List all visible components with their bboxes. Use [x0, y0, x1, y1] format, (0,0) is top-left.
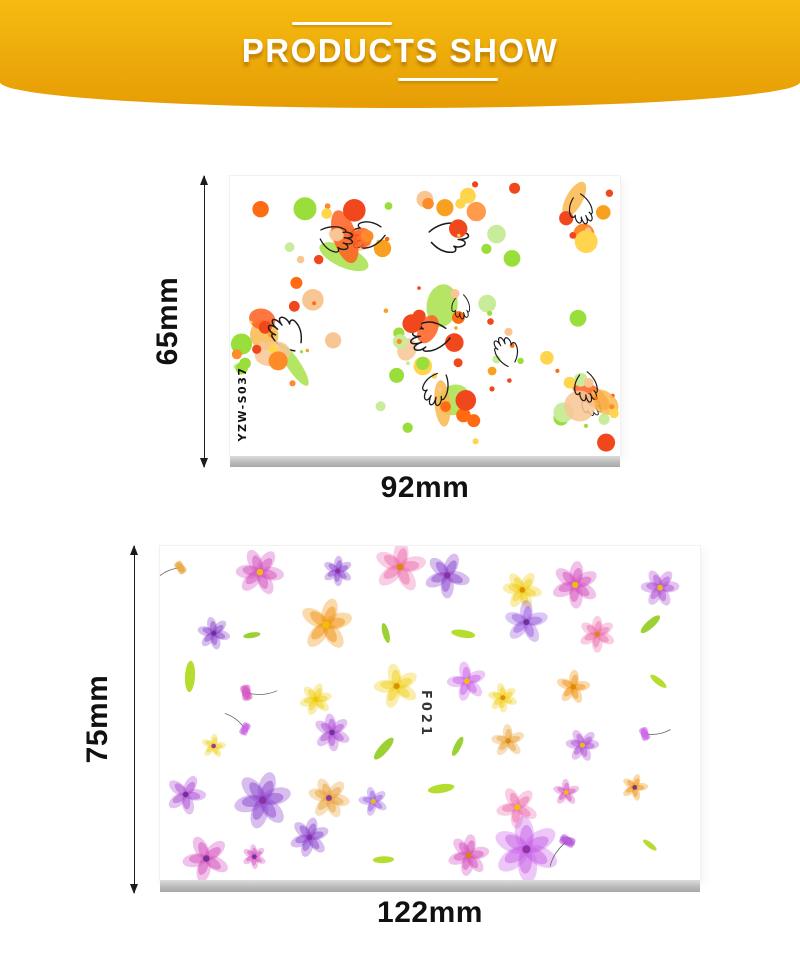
banner-decor-line-bottom	[398, 78, 498, 81]
svg-text:F021: F021	[418, 690, 433, 738]
height-dimension-label-2: 75mm	[81, 674, 114, 764]
width-measure-bar-2	[160, 880, 700, 892]
width-dimension-label-1: 92mm	[380, 471, 470, 504]
width-measure-bar-1	[230, 456, 620, 467]
sticker1-art: YZW-S037	[230, 176, 620, 456]
banner-decor-line-top	[292, 22, 392, 25]
height-measure-line-2	[130, 545, 138, 894]
height-dimension-label-1: 65mm	[151, 276, 184, 366]
width-dimension-label-2: 122mm	[377, 896, 483, 929]
banner: PRODUCTS SHOW	[0, 0, 800, 108]
height-measure-line-1	[200, 175, 208, 468]
svg-text:YZW-S037: YZW-S037	[236, 366, 249, 442]
banner-title: PRODUCTS SHOW	[241, 32, 559, 69]
sticker2-art: F021	[160, 546, 700, 880]
